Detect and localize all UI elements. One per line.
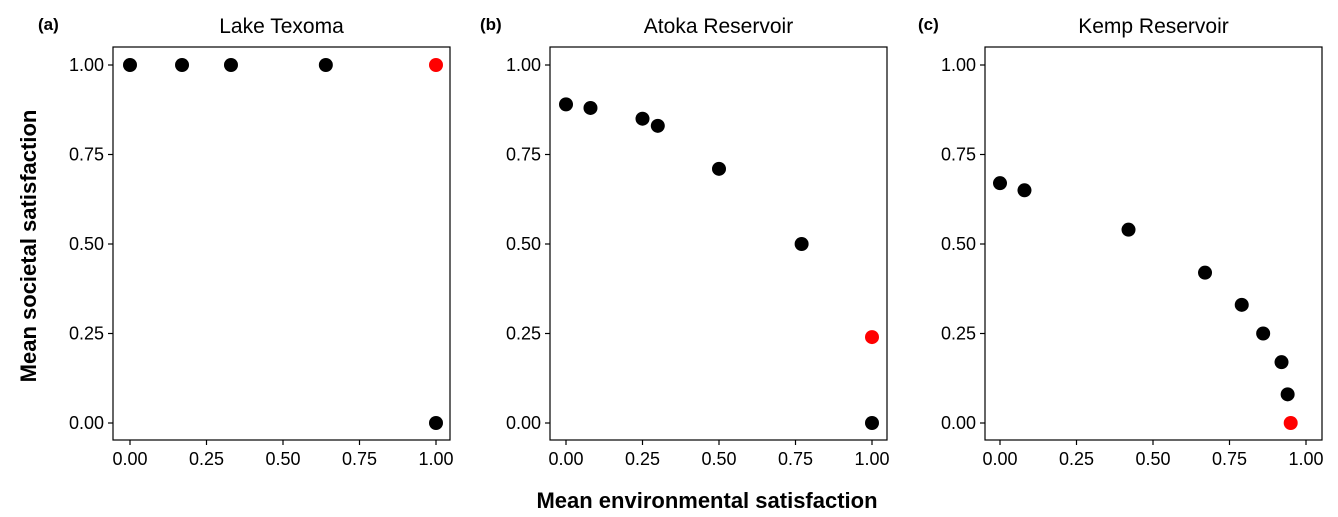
y-tick-label: 0.25: [941, 324, 976, 344]
data-point: [559, 97, 573, 112]
data-point: [175, 58, 190, 72]
data-point: [650, 118, 665, 133]
x-axis-label: Mean environmental satisfaction: [536, 488, 877, 513]
x-tick-label: 0.75: [778, 449, 813, 469]
x-tick-label: 1.00: [418, 449, 453, 469]
y-tick-label: 1.00: [506, 55, 541, 75]
y-axis-label: Mean societal satisfaction: [16, 110, 41, 383]
panel-tag: (b): [480, 15, 502, 34]
plot-frame: [112, 46, 451, 441]
data-point: [223, 58, 238, 72]
x-tick-label: 0.25: [625, 449, 660, 469]
panel-tag: (a): [38, 15, 59, 34]
data-point: [429, 416, 443, 430]
plot-frame: [549, 46, 888, 441]
data-point: [1274, 355, 1289, 370]
panel-title: Kemp Reservoir: [1078, 15, 1229, 38]
data-point: [583, 100, 598, 115]
panel-2: (b) Atoka Reservoir 0.00 0.25 0.50 0.75 1.00 0.…: [480, 15, 890, 469]
data-point: [123, 58, 137, 72]
y-tick-label: 0.75: [506, 145, 541, 165]
y-tick-label: 0.75: [941, 145, 976, 165]
y-tick-label: 1.00: [69, 55, 104, 75]
data-point: [865, 416, 879, 430]
data-point: [1017, 183, 1032, 198]
data-point: [794, 237, 809, 251]
data-point: [318, 58, 333, 72]
y-tick-label: 0.00: [941, 413, 976, 433]
y-tick-label: 0.75: [69, 145, 104, 165]
data-point: [712, 161, 726, 176]
panel-tag: (c): [918, 15, 939, 34]
data-point: [1234, 297, 1249, 312]
panel-title: Lake Texoma: [219, 15, 344, 38]
x-tick-label: 1.00: [1288, 449, 1323, 469]
x-tick-label: 0.50: [265, 449, 300, 469]
x-tick-label: 0.25: [189, 449, 224, 469]
data-point: [1283, 416, 1298, 430]
x-tick-label: 0.50: [701, 449, 736, 469]
x-tick-label: 0.25: [1059, 449, 1094, 469]
x-tick-label: 0.75: [1212, 449, 1247, 469]
y-tick-label: 0.00: [69, 413, 104, 433]
plot-frame: [984, 46, 1323, 441]
y-tick-label: 0.50: [69, 234, 104, 254]
x-tick-label: 0.75: [342, 449, 377, 469]
data-point: [1256, 326, 1271, 341]
panel-3: (c) Kemp Reservoir 0.00 0.25 0.50 0.75 1.00 0.0…: [918, 15, 1324, 469]
y-tick-label: 0.25: [69, 324, 104, 344]
data-point: [1121, 222, 1136, 237]
data-point: [993, 176, 1007, 191]
data-point: [1198, 265, 1213, 280]
data-point: [1280, 387, 1295, 402]
x-tick-label: 0.00: [112, 449, 147, 469]
data-point: [635, 111, 650, 126]
x-tick-label: 0.00: [548, 449, 583, 469]
y-tick-label: 0.50: [506, 234, 541, 254]
y-tick-label: 0.00: [506, 413, 541, 433]
panel-title: Atoka Reservoir: [644, 15, 793, 38]
panel-1: (a) Lake Texoma 0.00 0.25 0.50 0.75 1.00 0.00 0.…: [38, 15, 454, 469]
y-tick-label: 1.00: [941, 55, 976, 75]
data-point: [865, 330, 879, 345]
y-tick-label: 0.25: [506, 324, 541, 344]
data-point: [429, 58, 443, 72]
x-tick-label: 0.00: [982, 449, 1017, 469]
x-tick-label: 0.50: [1135, 449, 1170, 469]
x-tick-label: 1.00: [854, 449, 889, 469]
y-tick-label: 0.50: [941, 234, 976, 254]
